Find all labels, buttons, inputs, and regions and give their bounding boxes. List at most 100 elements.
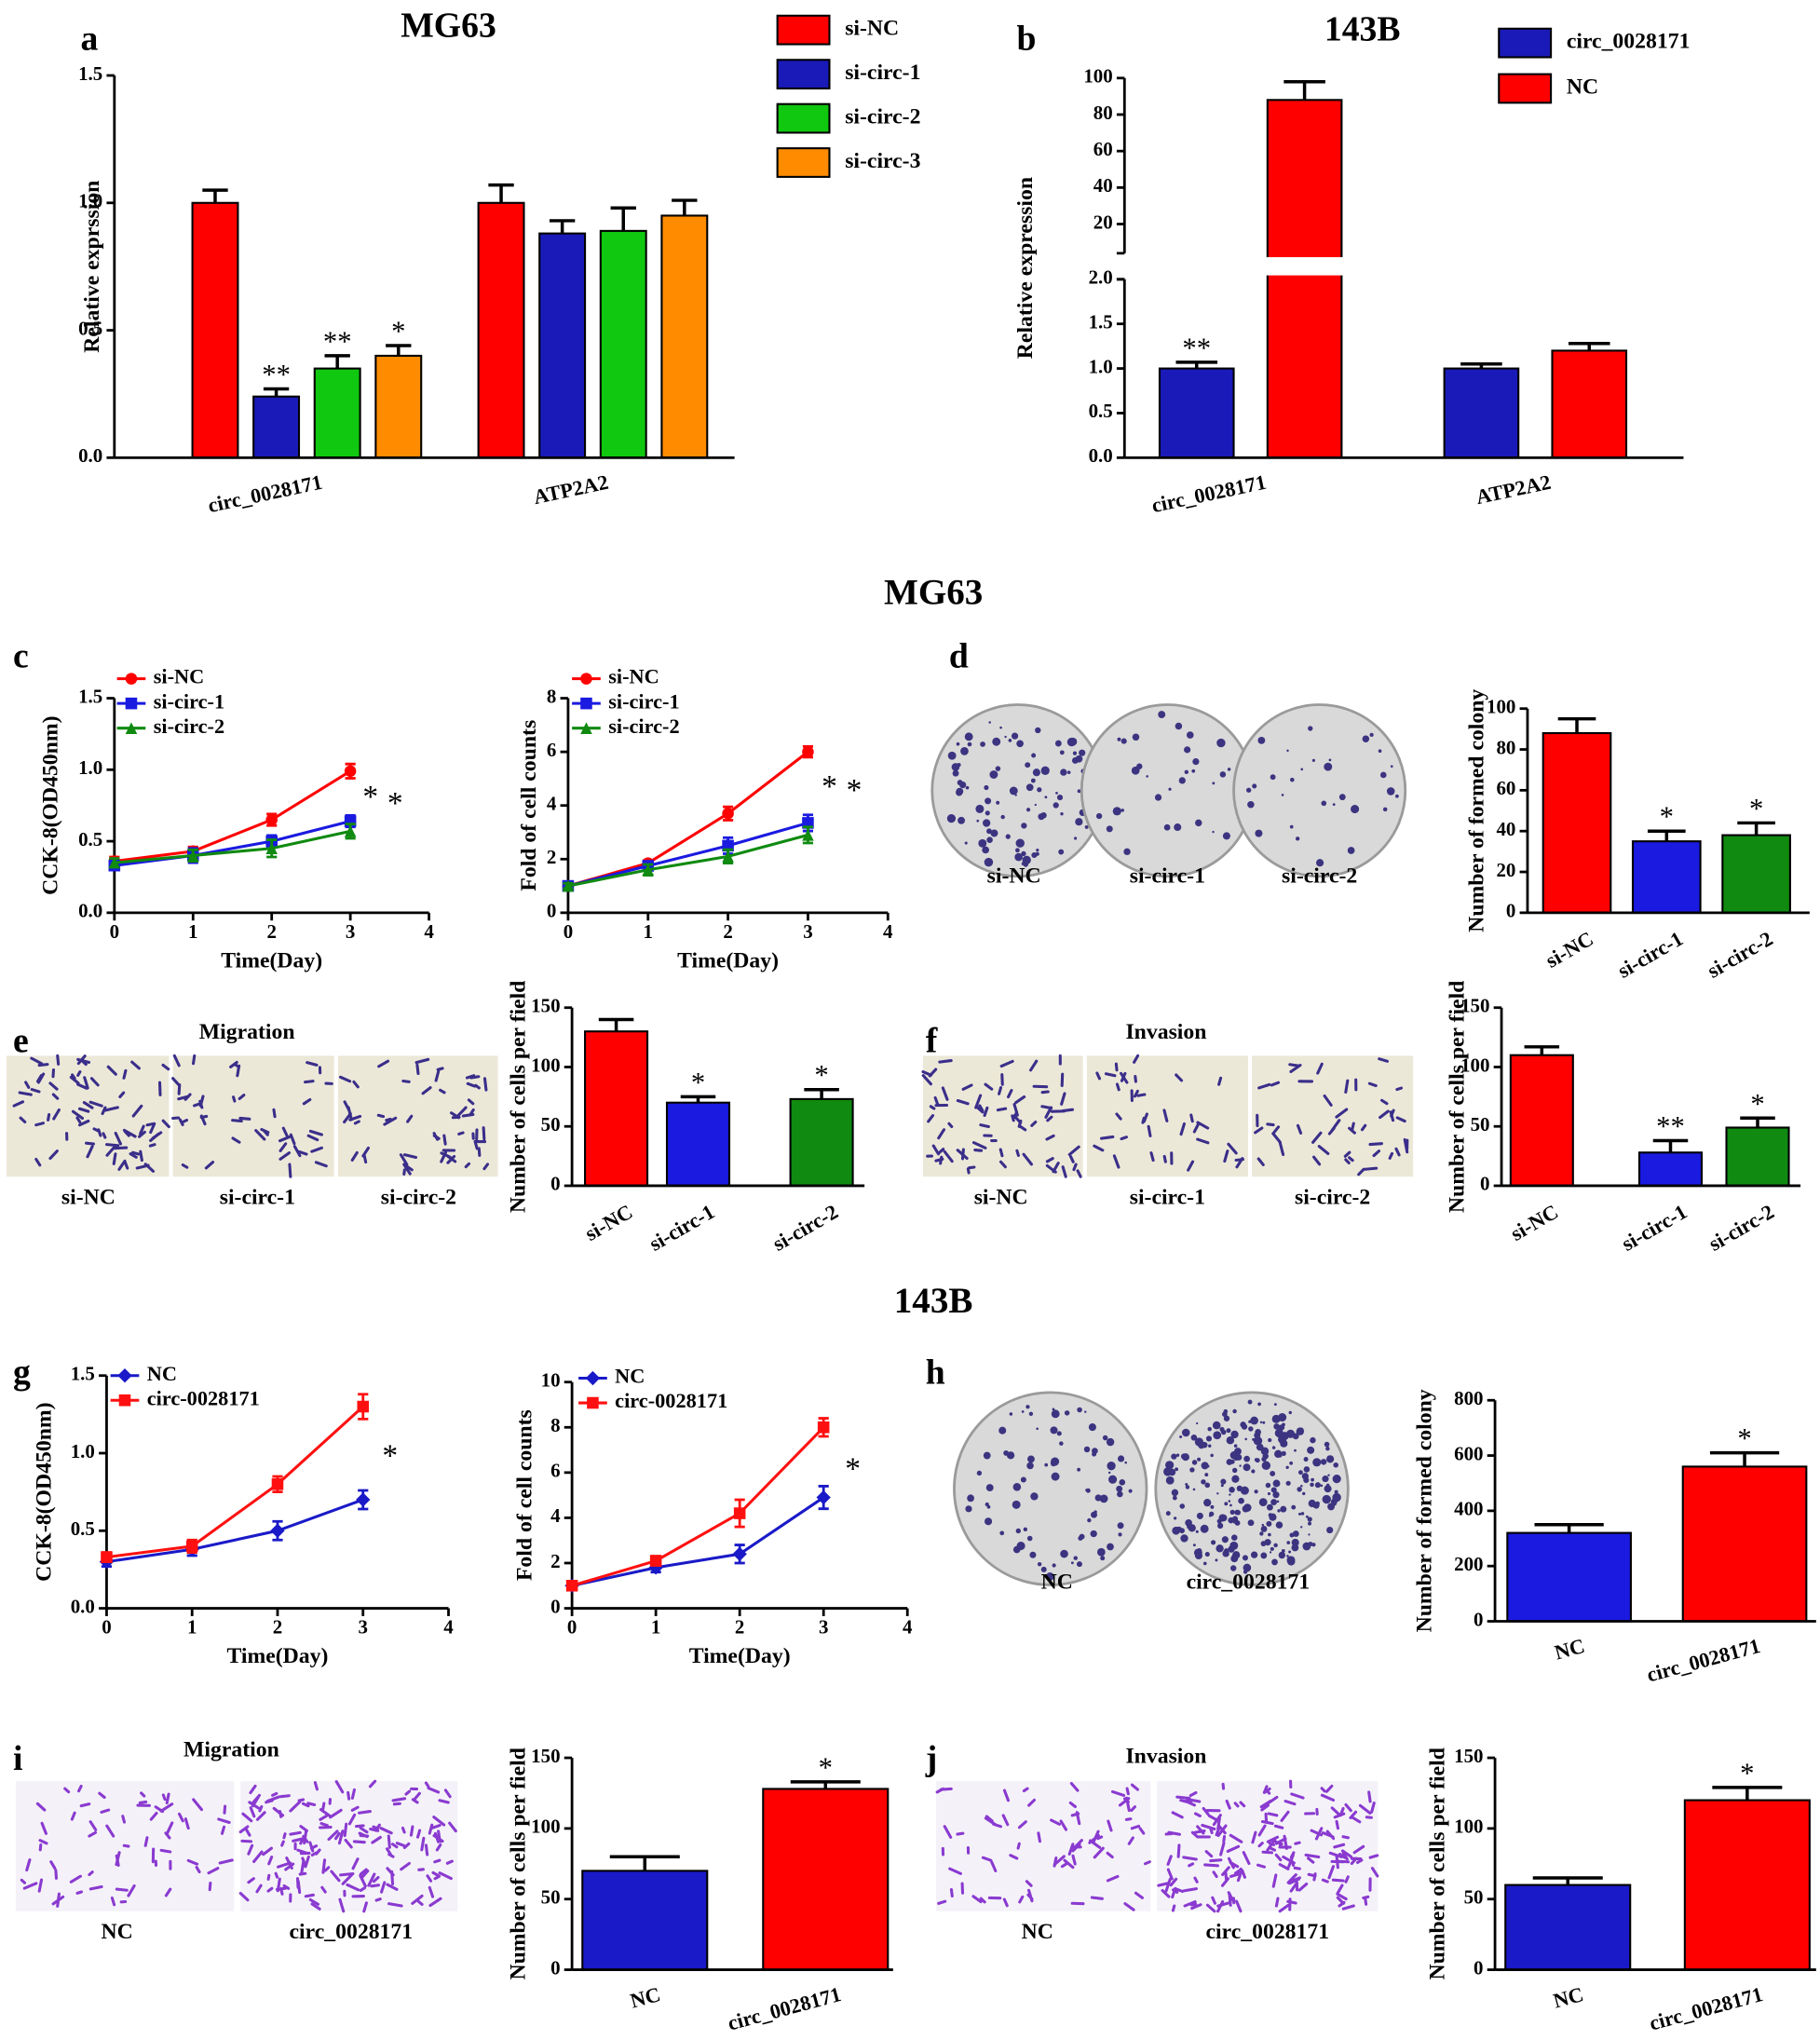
colony-dot	[1172, 1526, 1181, 1535]
cell-stain	[1344, 1079, 1350, 1094]
colony-dot	[985, 1484, 994, 1492]
image-label: circ_0028171	[1206, 1920, 1330, 1944]
colony-dot	[1291, 1544, 1299, 1552]
colony-dot	[1233, 1444, 1238, 1448]
cell-stain	[1099, 1135, 1115, 1140]
colony-dot	[1351, 805, 1360, 814]
colony-dot	[1252, 783, 1257, 789]
image-label: si-NC	[974, 1185, 1028, 1209]
marker	[186, 850, 199, 862]
colony-dot	[999, 726, 1002, 729]
bar	[1631, 840, 1702, 914]
cell-stain	[88, 1830, 98, 1838]
cell-stain	[1164, 1877, 1172, 1893]
colony-dot	[1230, 1534, 1238, 1541]
cell-stain	[127, 1884, 136, 1897]
cell-stain	[992, 1822, 1003, 1829]
colony-dot	[984, 857, 994, 867]
y-tick-label: 100	[531, 1816, 560, 1838]
colony-dot	[998, 1426, 1007, 1435]
cell-stain	[358, 1810, 372, 1815]
cell-stain	[1262, 1785, 1269, 1794]
x-tick-label: 2	[273, 1616, 282, 1639]
cell-stain	[1106, 1851, 1114, 1859]
significance-label: *	[691, 1067, 705, 1098]
colony-dot	[1204, 1482, 1211, 1489]
bar	[581, 1870, 709, 1971]
marker	[344, 825, 357, 837]
y-tick-label: 0	[547, 900, 556, 922]
cell-stain	[195, 1866, 201, 1874]
cell-stain	[63, 1787, 71, 1794]
cell-stain	[1304, 1853, 1321, 1859]
colony-dot	[1259, 1421, 1263, 1424]
colony-dot	[1261, 1523, 1265, 1527]
colony-dot	[1175, 722, 1183, 730]
cell-stain	[1256, 1863, 1266, 1869]
error-bar	[1534, 1522, 1604, 1533]
cell-stain	[337, 1829, 345, 1845]
cell-stain	[1012, 1103, 1019, 1117]
colony-dot	[1247, 1399, 1253, 1405]
colony-dot	[964, 841, 968, 845]
colony-dot	[1259, 1531, 1264, 1536]
cell-stain	[88, 1870, 94, 1877]
colony-dot	[1266, 1503, 1273, 1511]
error-bar	[324, 354, 350, 369]
colony-dot	[1243, 1463, 1251, 1472]
cell-stain	[1061, 1108, 1075, 1113]
cell-stain	[35, 1802, 47, 1812]
cell-stain	[198, 1095, 205, 1108]
cell-stain	[193, 1102, 202, 1108]
colony-dot	[1190, 1434, 1198, 1441]
cell-stain	[149, 1122, 156, 1135]
cell-stain	[272, 1108, 277, 1119]
colony-dot	[1300, 768, 1304, 771]
cell-stain	[1358, 1803, 1372, 1816]
cell-stain	[435, 1843, 442, 1852]
cell-stain	[310, 1146, 323, 1153]
colony-dot	[1310, 1436, 1316, 1444]
colony-dot	[1216, 1544, 1224, 1553]
cell-stain	[432, 1816, 446, 1827]
chart-title: 143B	[1324, 10, 1401, 49]
significance-label: **	[262, 359, 291, 390]
cell-stain	[369, 1827, 380, 1832]
colony-dot	[1118, 1532, 1122, 1537]
cell-stain	[1202, 1806, 1210, 1816]
legend-label: si-circ-1	[845, 61, 920, 85]
colony-dot	[1044, 1462, 1049, 1467]
cell-stain	[299, 1838, 305, 1845]
colony-dot	[1004, 735, 1007, 739]
cell-stain	[115, 1887, 129, 1892]
cell-stain	[241, 1812, 253, 1823]
cell-stain	[350, 1150, 359, 1162]
colony-dot	[1191, 768, 1196, 773]
cell-stain	[1367, 1081, 1378, 1088]
cell-stain	[71, 1073, 76, 1081]
cell-stain	[289, 1800, 302, 1813]
cell-stain	[379, 1827, 393, 1835]
cell-stain	[69, 1075, 80, 1085]
colony-dot	[1219, 771, 1227, 778]
colony-dot	[1269, 1551, 1272, 1554]
colony-dot	[946, 813, 957, 823]
colony-dot	[1330, 1498, 1338, 1505]
cell-stain	[149, 1133, 160, 1142]
cell-stain	[433, 1858, 441, 1864]
x-tick-label: si-circ-1	[645, 1200, 719, 1256]
cell-stain	[362, 1901, 368, 1913]
colony-dot	[1201, 1462, 1209, 1470]
cell-stain	[1341, 1835, 1351, 1840]
cell-stain	[76, 1070, 82, 1077]
colony-dot	[1247, 1519, 1255, 1527]
series-line	[571, 1496, 825, 1587]
cell-stain	[70, 1811, 76, 1821]
colony-dot	[1254, 1489, 1258, 1494]
series-line	[106, 1405, 364, 1559]
cell-stain	[289, 1830, 302, 1836]
cell-stain	[427, 1786, 441, 1794]
colony-dot	[1325, 1446, 1330, 1451]
cell-stain	[75, 1890, 84, 1895]
